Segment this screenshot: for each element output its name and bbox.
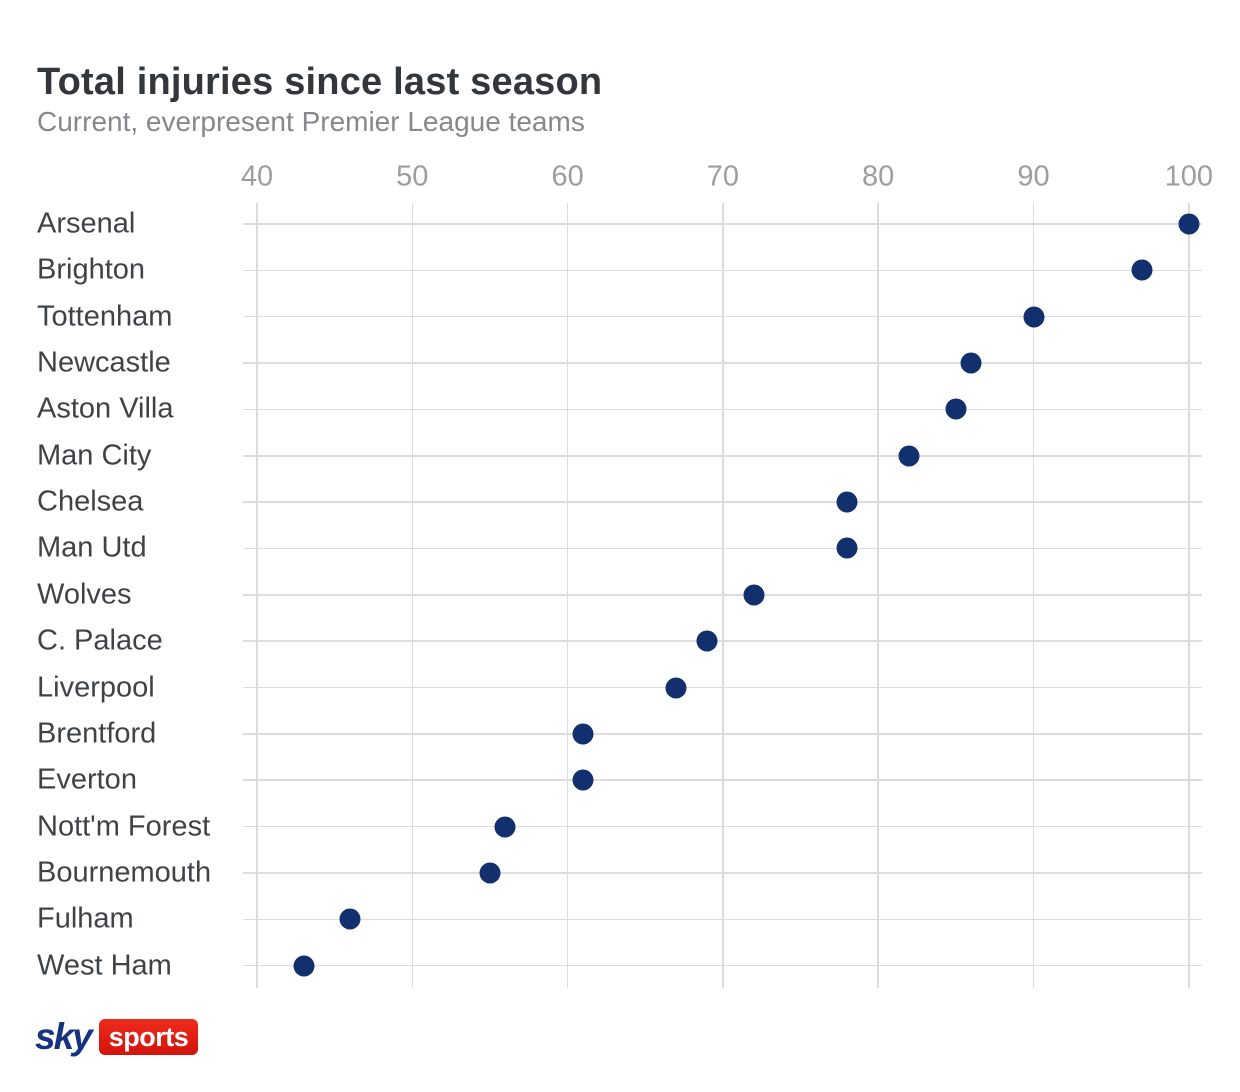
- team-label-west-ham: West Ham: [37, 949, 172, 982]
- row-gridline-man-utd: [243, 547, 1202, 550]
- dot-man-city: [898, 445, 920, 467]
- row-gridline-c-palace: [243, 640, 1202, 642]
- x-tick-label-50: 50: [396, 160, 429, 193]
- row-gridline-bournemouth: [243, 872, 1202, 874]
- dot-brentford: [572, 723, 594, 745]
- dot-bournemouth: [479, 862, 501, 884]
- dot-liverpool: [665, 677, 687, 698]
- dot-nott-m-forest: [494, 816, 516, 838]
- team-label-arsenal: Arsenal: [37, 207, 136, 240]
- team-label-liverpool: Liverpool: [37, 671, 155, 703]
- team-label-aston-villa: Aston Villa: [37, 392, 174, 425]
- team-label-wolves: Wolves: [37, 578, 132, 611]
- team-label-nott-m-forest: Nott'm Forest: [37, 810, 211, 843]
- row-gridline-brighton: [243, 269, 1202, 272]
- team-label-man-utd: Man Utd: [37, 531, 147, 564]
- row-gridline-newcastle: [243, 362, 1202, 364]
- team-label-brentford: Brentford: [37, 717, 157, 750]
- team-label-bournemouth: Bournemouth: [37, 856, 212, 889]
- x-tick-label-90: 90: [1017, 160, 1050, 193]
- row-gridline-man-city: [243, 455, 1202, 457]
- dot-brighton: [1131, 259, 1153, 281]
- page-title: Total injuries since last season: [37, 61, 603, 104]
- row-gridline-arsenal: [243, 223, 1202, 225]
- x-tick-label-80: 80: [862, 160, 895, 193]
- dot-arsenal: [1178, 213, 1200, 235]
- sky-sports-badge: sports: [98, 1019, 199, 1055]
- row-gridline-everton: [243, 779, 1202, 781]
- sky-sports-logo: sky sports: [35, 1016, 199, 1057]
- row-gridline-liverpool: [243, 686, 1202, 689]
- x-tick-label-70: 70: [706, 160, 740, 193]
- team-label-everton: Everton: [37, 763, 137, 796]
- team-label-tottenham: Tottenham: [37, 300, 173, 333]
- x-tick-label-60: 60: [551, 160, 584, 193]
- dot-aston-villa: [945, 398, 967, 420]
- page-subtitle: Current, everpresent Premier League team…: [37, 106, 585, 137]
- dot-fulham: [339, 908, 361, 930]
- row-gridline-fulham: [243, 918, 1202, 920]
- team-label-newcastle: Newcastle: [37, 346, 171, 379]
- row-gridline-wolves: [243, 594, 1202, 596]
- dot-man-utd: [836, 537, 858, 559]
- dot-everton: [572, 769, 594, 791]
- row-gridline-aston-villa: [243, 408, 1202, 411]
- dot-wolves: [743, 584, 765, 606]
- row-gridline-west-ham: [243, 964, 1202, 967]
- dot-tottenham: [1023, 306, 1044, 328]
- team-label-chelsea: Chelsea: [37, 485, 144, 518]
- sky-logo-text: sky: [35, 1016, 93, 1057]
- dot-newcastle: [960, 352, 982, 374]
- row-gridline-tottenham: [243, 315, 1202, 318]
- team-label-c-palace: C. Palace: [37, 624, 163, 657]
- x-tick-label-40: 40: [240, 160, 274, 193]
- dot-west-ham: [293, 955, 315, 977]
- team-label-man-city: Man City: [37, 439, 152, 472]
- x-tick-label-100: 100: [1164, 160, 1213, 193]
- row-gridline-brentford: [243, 733, 1202, 735]
- row-gridline-nott-m-forest: [243, 825, 1202, 828]
- team-label-brighton: Brighton: [37, 253, 146, 286]
- row-gridline-chelsea: [243, 501, 1202, 503]
- dot-chelsea: [836, 491, 858, 513]
- team-label-fulham: Fulham: [37, 902, 134, 935]
- dot-c-palace: [696, 630, 718, 652]
